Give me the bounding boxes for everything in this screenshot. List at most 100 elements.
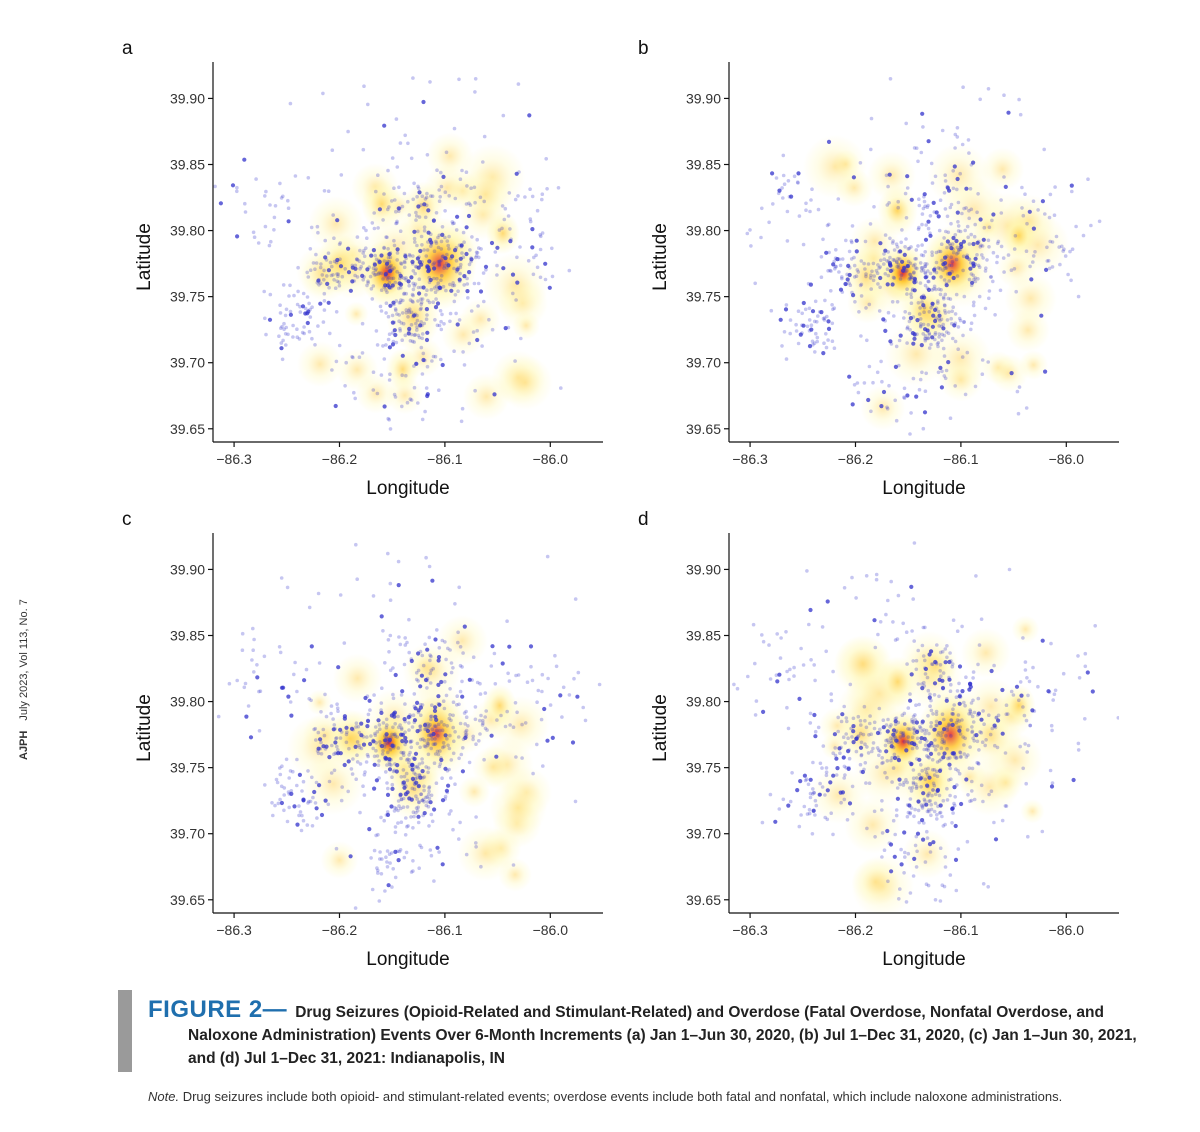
event-point [824,649,828,654]
event-point [414,780,419,785]
event-point [1031,226,1036,231]
event-point [342,762,347,768]
event-point [905,325,910,330]
x-tick-label: −86.2 [838,451,874,467]
event-point [1076,748,1081,752]
event-point [411,713,416,717]
event-point [432,807,437,812]
event-point [450,254,455,259]
event-point [385,741,390,745]
event-point [443,256,448,261]
event-point [346,759,351,764]
event-point [852,255,856,260]
event-point [378,857,382,861]
event-point [355,258,360,262]
event-point [331,727,336,732]
event-point [393,307,398,311]
event-point [400,204,405,209]
event-point [923,389,928,394]
event-point [403,333,408,338]
event-point [952,703,956,707]
event-point [774,673,779,677]
event-point [432,276,436,281]
event-point [482,757,486,762]
event-point [507,679,512,683]
event-point [444,288,448,293]
event-point [927,695,932,700]
event-point [420,798,425,803]
event-point [422,248,426,252]
event-point [297,804,301,808]
event-point [458,663,463,668]
event-point [412,814,416,819]
event-point [425,795,429,799]
event-point [907,803,912,808]
event-point [906,735,911,739]
event-point [945,786,949,791]
event-point [1045,245,1049,250]
event-point [920,729,924,733]
density-hotspot [842,247,890,307]
event-point [428,653,432,657]
event-point [914,257,918,261]
event-point [414,806,419,810]
event-point [391,745,396,750]
event-point [453,248,458,253]
event-point [478,681,482,686]
y-tick-label: 39.85 [686,628,721,644]
event-point [947,279,951,283]
event-point [975,240,980,245]
event-point [301,818,306,823]
event-point [388,598,393,602]
event-point [392,320,397,325]
event-point [922,803,926,807]
event-point [383,889,387,893]
panel-letter: c [122,509,132,530]
event-point [922,410,928,415]
event-point [934,719,939,724]
event-point [936,299,940,303]
event-point [461,651,465,655]
event-point [996,239,1001,244]
event-point [436,733,440,738]
event-point [955,126,960,130]
event-point [346,246,351,251]
event-point [941,326,946,331]
event-point [824,766,829,770]
event-point [336,748,340,752]
event-point [420,243,424,247]
event-point [830,321,835,326]
event-point [852,275,857,279]
event-point [952,785,957,790]
event-point [895,260,899,265]
event-point [943,292,948,297]
event-point [277,334,281,339]
event-point [330,368,334,372]
event-point [408,739,413,744]
density-blob [927,143,991,207]
event-point [503,724,508,729]
event-point [966,793,970,797]
event-point [885,828,890,834]
event-point [366,281,370,285]
event-point [438,762,443,766]
event-point [942,741,946,745]
event-point [969,321,974,326]
event-point [516,82,521,86]
event-point [399,775,404,779]
event-point [358,248,362,253]
event-point [896,593,901,598]
event-point [804,777,809,781]
event-point [851,812,855,816]
event-point [302,331,306,336]
event-point [801,300,806,306]
event-point [407,650,412,655]
event-point [420,798,425,803]
event-point [967,257,971,261]
event-point [916,728,920,733]
event-point [407,760,411,765]
event-point [416,766,421,770]
event-point [417,260,422,265]
event-point [917,757,922,762]
event-point [840,257,845,261]
